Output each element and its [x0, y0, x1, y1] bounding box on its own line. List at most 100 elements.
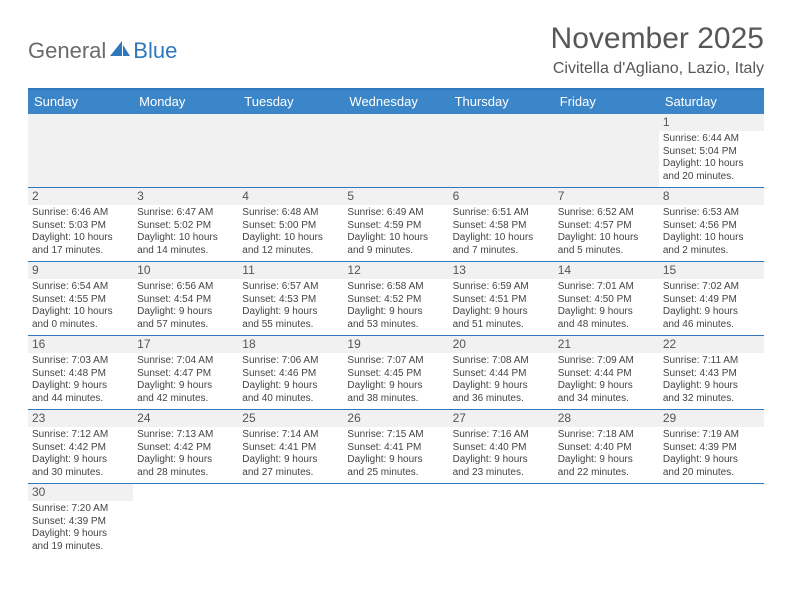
dow-wed: Wednesday	[343, 90, 448, 114]
sunset-line: Sunset: 5:02 PM	[137, 220, 234, 233]
sunrise-line: Sunrise: 6:57 AM	[242, 281, 339, 294]
sunrise-line: Sunrise: 7:11 AM	[663, 355, 760, 368]
day-number-bar: 13	[449, 262, 554, 279]
dow-thu: Thursday	[449, 90, 554, 114]
day-number: 14	[558, 263, 655, 278]
sunset-line: Sunset: 4:40 PM	[453, 442, 550, 455]
day-number-bar: 22	[659, 336, 764, 353]
daylight-line: Daylight: 9 hours	[347, 380, 444, 393]
daylight-line: and 32 minutes.	[663, 393, 760, 406]
sunset-line: Sunset: 4:58 PM	[453, 220, 550, 233]
daylight-line: Daylight: 10 hours	[347, 232, 444, 245]
daylight-line: Daylight: 9 hours	[558, 306, 655, 319]
day-cell: 26Sunrise: 7:15 AMSunset: 4:41 PMDayligh…	[343, 410, 448, 483]
daylight-line: Daylight: 10 hours	[32, 306, 129, 319]
sunrise-line: Sunrise: 7:14 AM	[242, 429, 339, 442]
daylight-line: Daylight: 10 hours	[558, 232, 655, 245]
daylight-line: and 2 minutes.	[663, 245, 760, 258]
daylight-line: and 34 minutes.	[558, 393, 655, 406]
day-cell: 21Sunrise: 7:09 AMSunset: 4:44 PMDayligh…	[554, 336, 659, 409]
sunrise-line: Sunrise: 6:54 AM	[32, 281, 129, 294]
day-number: 19	[347, 337, 444, 352]
daylight-line: and 22 minutes.	[558, 467, 655, 480]
day-number: 23	[32, 411, 129, 426]
sunset-line: Sunset: 4:39 PM	[663, 442, 760, 455]
dow-fri: Friday	[554, 90, 659, 114]
day-number: 5	[347, 189, 444, 204]
day-cell: 23Sunrise: 7:12 AMSunset: 4:42 PMDayligh…	[28, 410, 133, 483]
month-title: November 2025	[551, 22, 764, 56]
day-cell: 30Sunrise: 7:20 AMSunset: 4:39 PMDayligh…	[28, 484, 133, 557]
location: Civitella d'Agliano, Lazio, Italy	[551, 60, 764, 78]
week-row: 1Sunrise: 6:44 AMSunset: 5:04 PMDaylight…	[28, 114, 764, 188]
sunset-line: Sunset: 4:45 PM	[347, 368, 444, 381]
day-number-bar: 23	[28, 410, 133, 427]
sunrise-line: Sunrise: 6:46 AM	[32, 207, 129, 220]
day-number: 13	[453, 263, 550, 278]
daylight-line: and 14 minutes.	[137, 245, 234, 258]
day-cell: 6Sunrise: 6:51 AMSunset: 4:58 PMDaylight…	[449, 188, 554, 261]
logo-text-1: General	[28, 38, 106, 64]
sunset-line: Sunset: 4:42 PM	[137, 442, 234, 455]
daylight-line: Daylight: 9 hours	[137, 454, 234, 467]
dow-mon: Monday	[133, 90, 238, 114]
daylight-line: and 42 minutes.	[137, 393, 234, 406]
sunrise-line: Sunrise: 6:59 AM	[453, 281, 550, 294]
sunrise-line: Sunrise: 7:20 AM	[32, 503, 129, 516]
day-number-bar: 10	[133, 262, 238, 279]
day-cell: 1Sunrise: 6:44 AMSunset: 5:04 PMDaylight…	[659, 114, 764, 187]
day-number: 17	[137, 337, 234, 352]
day-number-bar: 7	[554, 188, 659, 205]
header-right: November 2025 Civitella d'Agliano, Lazio…	[551, 22, 764, 78]
sunrise-line: Sunrise: 6:44 AM	[663, 133, 760, 146]
sunset-line: Sunset: 4:54 PM	[137, 294, 234, 307]
day-number-bar: 20	[449, 336, 554, 353]
sunset-line: Sunset: 4:53 PM	[242, 294, 339, 307]
day-number: 4	[242, 189, 339, 204]
sunset-line: Sunset: 4:57 PM	[558, 220, 655, 233]
sunrise-line: Sunrise: 7:01 AM	[558, 281, 655, 294]
day-number-bar: 1	[659, 114, 764, 131]
sunrise-line: Sunrise: 6:53 AM	[663, 207, 760, 220]
daylight-line: Daylight: 10 hours	[32, 232, 129, 245]
daylight-line: and 38 minutes.	[347, 393, 444, 406]
day-number: 3	[137, 189, 234, 204]
sunset-line: Sunset: 4:42 PM	[32, 442, 129, 455]
dow-tue: Tuesday	[238, 90, 343, 114]
daylight-line: and 40 minutes.	[242, 393, 339, 406]
day-cell: 24Sunrise: 7:13 AMSunset: 4:42 PMDayligh…	[133, 410, 238, 483]
sunset-line: Sunset: 5:03 PM	[32, 220, 129, 233]
sunset-line: Sunset: 4:56 PM	[663, 220, 760, 233]
day-cell: 27Sunrise: 7:16 AMSunset: 4:40 PMDayligh…	[449, 410, 554, 483]
daylight-line: Daylight: 9 hours	[32, 528, 129, 541]
day-number-bar: 24	[133, 410, 238, 427]
daylight-line: Daylight: 9 hours	[663, 380, 760, 393]
daylight-line: and 55 minutes.	[242, 319, 339, 332]
daylight-line: Daylight: 9 hours	[453, 380, 550, 393]
day-number-bar: 9	[28, 262, 133, 279]
day-cell: 15Sunrise: 7:02 AMSunset: 4:49 PMDayligh…	[659, 262, 764, 335]
sunrise-line: Sunrise: 6:58 AM	[347, 281, 444, 294]
week-row: 2Sunrise: 6:46 AMSunset: 5:03 PMDaylight…	[28, 188, 764, 262]
daylight-line: and 7 minutes.	[453, 245, 550, 258]
daylight-line: Daylight: 9 hours	[242, 380, 339, 393]
sunset-line: Sunset: 4:39 PM	[32, 516, 129, 529]
empty-cell	[554, 114, 659, 187]
empty-cell	[238, 114, 343, 187]
sunset-line: Sunset: 4:49 PM	[663, 294, 760, 307]
day-number-bar: 14	[554, 262, 659, 279]
day-number: 27	[453, 411, 550, 426]
day-cell: 17Sunrise: 7:04 AMSunset: 4:47 PMDayligh…	[133, 336, 238, 409]
sunset-line: Sunset: 4:51 PM	[453, 294, 550, 307]
day-cell: 12Sunrise: 6:58 AMSunset: 4:52 PMDayligh…	[343, 262, 448, 335]
daylight-line: Daylight: 9 hours	[137, 306, 234, 319]
day-number: 6	[453, 189, 550, 204]
week-row: 16Sunrise: 7:03 AMSunset: 4:48 PMDayligh…	[28, 336, 764, 410]
day-number-bar: 25	[238, 410, 343, 427]
empty-cell	[133, 484, 238, 557]
day-number: 26	[347, 411, 444, 426]
daylight-line: Daylight: 9 hours	[453, 306, 550, 319]
day-number: 12	[347, 263, 444, 278]
week-row: 23Sunrise: 7:12 AMSunset: 4:42 PMDayligh…	[28, 410, 764, 484]
sunset-line: Sunset: 4:40 PM	[558, 442, 655, 455]
